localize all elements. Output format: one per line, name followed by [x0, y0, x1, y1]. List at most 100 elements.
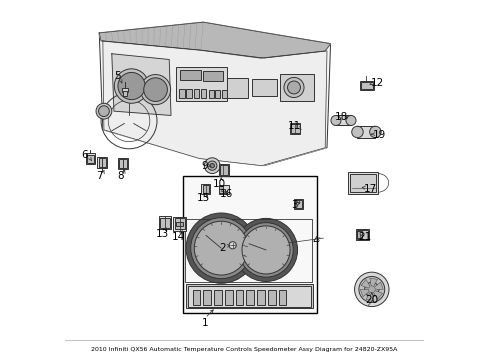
Bar	[290, 124, 299, 133]
Bar	[173, 217, 185, 231]
Text: 2: 2	[219, 243, 226, 253]
Bar	[360, 82, 372, 89]
Bar	[251, 78, 276, 96]
Bar	[290, 123, 300, 134]
Circle shape	[114, 69, 148, 103]
Circle shape	[234, 219, 297, 282]
Text: 21: 21	[357, 232, 370, 242]
Circle shape	[369, 126, 380, 138]
Bar	[192, 291, 200, 305]
Circle shape	[346, 116, 355, 126]
Circle shape	[351, 126, 363, 138]
Bar	[278, 291, 286, 305]
Circle shape	[140, 75, 170, 105]
Text: 13: 13	[155, 229, 168, 239]
Circle shape	[118, 72, 145, 100]
Circle shape	[185, 213, 256, 283]
Bar	[359, 81, 373, 90]
Bar	[160, 218, 169, 228]
Circle shape	[143, 78, 167, 102]
Bar	[186, 89, 192, 98]
Text: 5: 5	[114, 71, 120, 81]
Circle shape	[207, 161, 217, 170]
Bar	[176, 67, 226, 101]
Text: 19: 19	[371, 130, 385, 140]
Bar	[235, 291, 243, 305]
Bar	[219, 189, 224, 193]
Bar	[159, 216, 170, 229]
Circle shape	[284, 77, 304, 98]
Circle shape	[330, 116, 340, 126]
Polygon shape	[99, 22, 330, 166]
Bar	[201, 89, 206, 98]
Bar	[348, 172, 377, 194]
Polygon shape	[374, 282, 383, 289]
Bar	[118, 158, 127, 169]
Text: 18: 18	[334, 112, 347, 122]
Circle shape	[287, 81, 300, 94]
Circle shape	[228, 242, 236, 249]
Bar	[357, 126, 375, 138]
Text: 10: 10	[212, 179, 225, 189]
Bar	[122, 91, 127, 96]
Circle shape	[99, 106, 109, 117]
Bar	[356, 230, 367, 239]
Circle shape	[238, 223, 293, 277]
Bar	[219, 165, 227, 175]
Polygon shape	[102, 41, 326, 166]
Text: 4: 4	[312, 236, 319, 246]
Bar	[193, 89, 199, 98]
Bar	[122, 88, 128, 92]
Bar	[180, 69, 201, 80]
Text: 7: 7	[96, 171, 102, 181]
Bar	[280, 74, 314, 101]
Bar	[97, 157, 106, 168]
Bar	[293, 199, 303, 209]
Polygon shape	[373, 291, 382, 299]
Bar	[214, 291, 222, 305]
Bar	[188, 286, 310, 307]
Bar	[335, 116, 350, 126]
Circle shape	[190, 218, 251, 279]
Text: 11: 11	[287, 121, 301, 131]
Bar	[119, 159, 126, 168]
Circle shape	[194, 221, 247, 275]
Polygon shape	[360, 289, 368, 297]
Text: 2010 Infiniti QX56 Automatic Temperature Controls Speedometer Assy Diagram for 2: 2010 Infiniti QX56 Automatic Temperature…	[91, 347, 397, 352]
Bar	[221, 90, 226, 98]
Text: 9: 9	[202, 161, 208, 171]
Text: 1: 1	[202, 319, 208, 328]
Bar	[86, 153, 94, 164]
Bar	[184, 220, 311, 282]
Bar	[257, 291, 264, 305]
Bar	[202, 185, 208, 193]
Circle shape	[204, 158, 220, 174]
Bar	[203, 71, 223, 81]
Bar	[219, 186, 223, 189]
Bar	[355, 229, 368, 240]
Bar	[179, 89, 184, 98]
Bar	[357, 230, 361, 238]
Text: 12: 12	[370, 78, 383, 88]
Bar	[203, 291, 211, 305]
Bar	[201, 184, 210, 194]
Text: 17: 17	[363, 184, 376, 194]
Bar	[174, 218, 184, 229]
Text: 16: 16	[220, 189, 233, 199]
Polygon shape	[360, 279, 369, 288]
Bar	[246, 291, 254, 305]
Text: 8: 8	[117, 171, 124, 181]
Circle shape	[358, 276, 384, 302]
Bar	[224, 291, 232, 305]
Circle shape	[242, 226, 289, 274]
Polygon shape	[366, 292, 373, 301]
Bar	[87, 155, 93, 163]
Bar	[215, 90, 220, 98]
Bar	[267, 291, 275, 305]
Bar	[349, 174, 376, 192]
Polygon shape	[112, 54, 171, 116]
Bar	[208, 90, 213, 98]
Bar	[176, 222, 183, 226]
Polygon shape	[369, 278, 377, 286]
Circle shape	[210, 163, 214, 168]
